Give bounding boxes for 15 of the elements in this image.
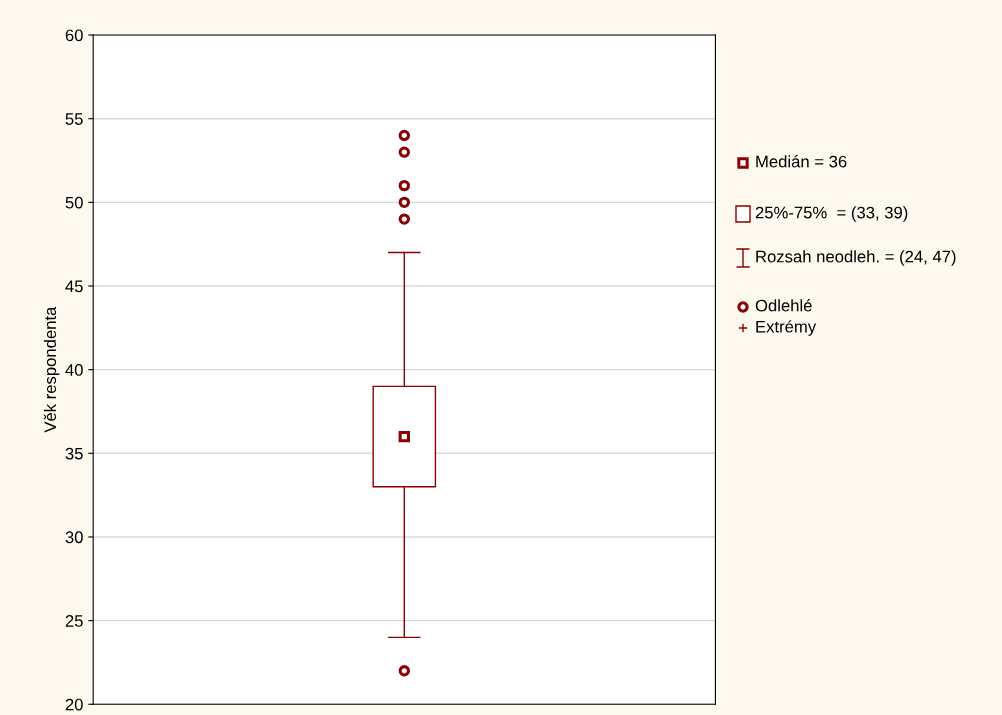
text: Extrémy [756,320,817,336]
y-tick-label: 30 [65,531,83,544]
y-tick-label: 55 [65,113,83,125]
y-tick-label: 45 [65,280,83,293]
y-tick-label: 40 [65,364,83,376]
y-tick-label: 60 [65,29,83,42]
y-tick-label: 25 [65,615,83,627]
text: Odlehlé [755,299,812,312]
text: Medián = 36 [756,155,847,168]
y-tick-label: 20 [65,698,83,711]
y-axis-title: Věk respondenta [43,306,60,433]
text: Rozsah neodleh. = (24, 47) [756,250,956,266]
text: 25%-75% = (33, 39) [755,206,908,222]
y-tick-label: 35 [65,447,83,460]
y-tick-label: 50 [65,196,83,209]
